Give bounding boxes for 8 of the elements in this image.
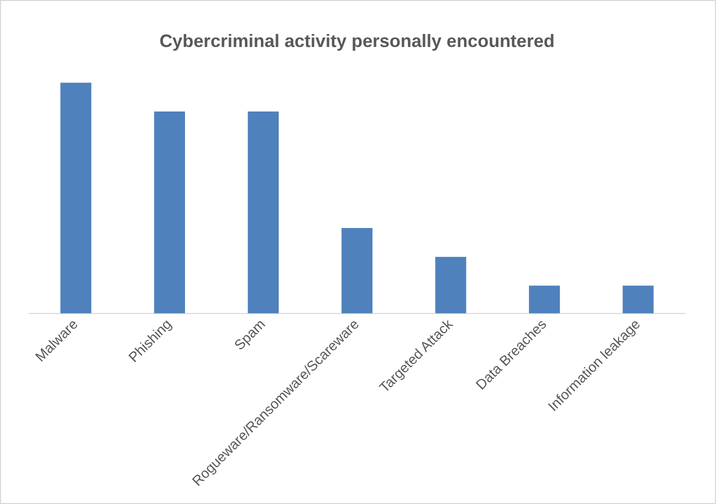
bar <box>154 111 186 314</box>
bar <box>622 286 654 314</box>
bar <box>248 111 279 314</box>
bar <box>60 82 92 314</box>
bar <box>435 256 466 314</box>
bar <box>342 228 372 314</box>
chart-title: Cybercriminal activity personally encountered <box>159 30 555 51</box>
bar <box>528 286 560 314</box>
